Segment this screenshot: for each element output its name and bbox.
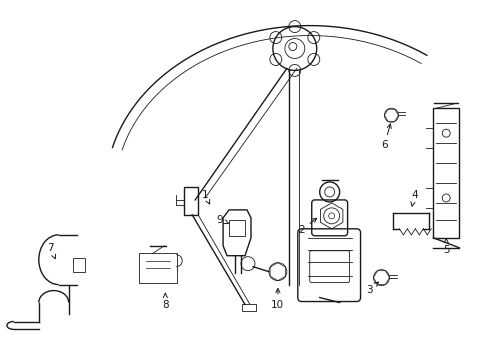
Text: 3: 3 xyxy=(366,282,378,294)
Text: 7: 7 xyxy=(48,243,56,259)
Bar xyxy=(433,108,459,238)
Text: 1: 1 xyxy=(202,190,210,204)
Text: 4: 4 xyxy=(411,190,417,206)
Text: 10: 10 xyxy=(271,288,284,310)
Text: 5: 5 xyxy=(443,239,449,255)
Bar xyxy=(73,258,85,272)
Bar xyxy=(229,220,245,236)
Bar xyxy=(242,303,256,311)
Text: 9: 9 xyxy=(217,215,229,225)
Bar xyxy=(184,187,198,215)
Circle shape xyxy=(329,213,335,219)
Text: 8: 8 xyxy=(162,293,169,310)
Text: 2: 2 xyxy=(298,218,317,235)
Text: 6: 6 xyxy=(381,124,392,150)
